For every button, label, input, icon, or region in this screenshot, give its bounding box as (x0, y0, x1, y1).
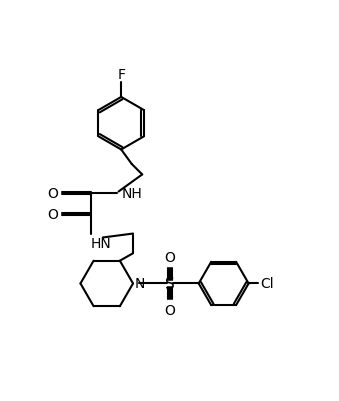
Text: NH: NH (121, 186, 142, 200)
Text: O: O (47, 186, 58, 200)
Text: O: O (164, 251, 175, 265)
Text: HN: HN (91, 237, 112, 251)
Text: F: F (117, 67, 125, 81)
Text: S: S (165, 276, 175, 291)
Text: N: N (135, 277, 145, 291)
Text: O: O (47, 207, 58, 221)
Text: Cl: Cl (260, 277, 274, 291)
Text: O: O (164, 303, 175, 317)
